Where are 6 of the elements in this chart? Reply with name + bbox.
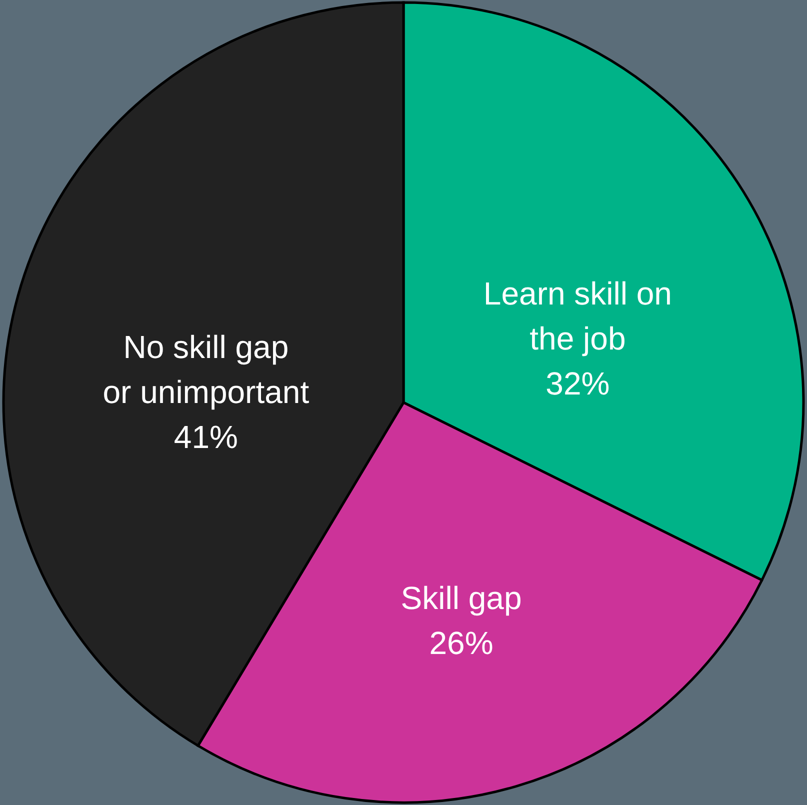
data-label: 26%	[429, 625, 494, 662]
slice-label: Skill gap	[400, 580, 522, 616]
slice-label: Learn skill on the job	[483, 275, 672, 356]
data-label: 41%	[174, 418, 238, 455]
data-label: 32%	[546, 365, 610, 402]
slice-label: No skill gap or unimportant	[102, 328, 310, 410]
